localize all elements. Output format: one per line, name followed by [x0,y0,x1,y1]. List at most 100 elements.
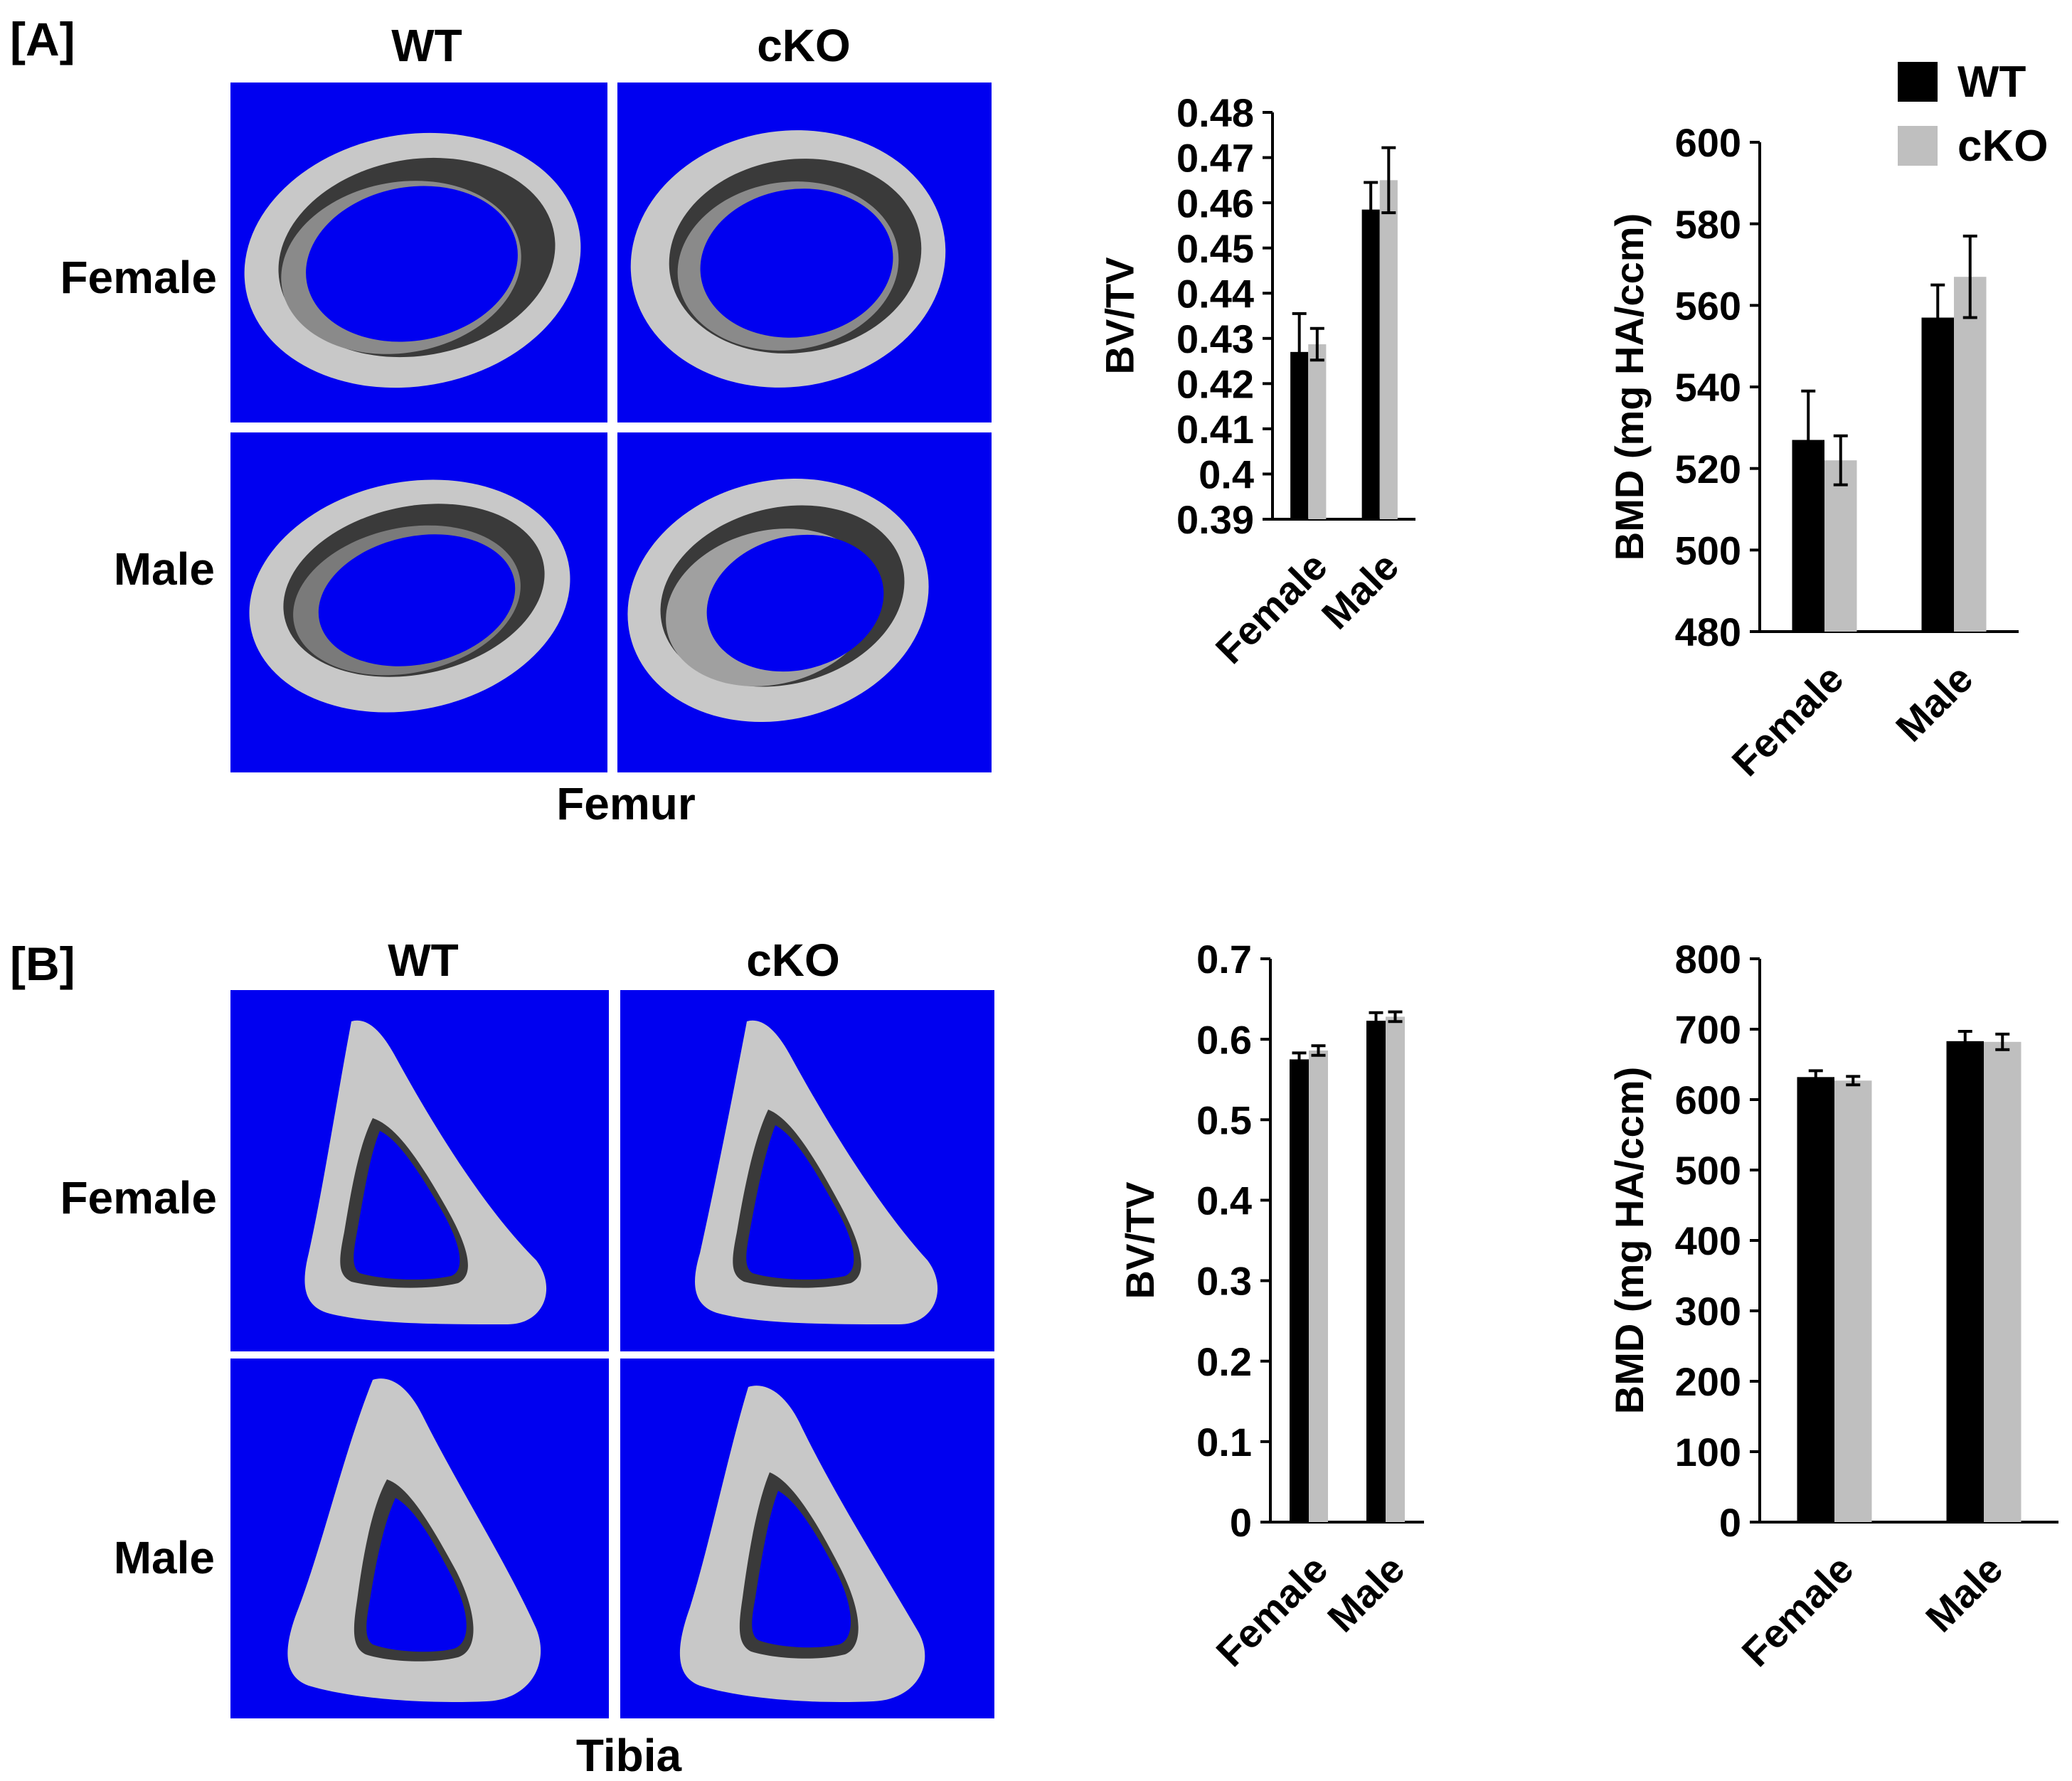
y-tick-label: 0.4 [1199,452,1254,497]
bar-cko-male [1984,1041,2021,1522]
y-tick-label: 0.2 [1196,1339,1252,1384]
tibia-wt-male-scan [230,1359,609,1718]
y-tick-label: 0.42 [1176,361,1254,406]
femur-cross-section-icon [617,432,992,772]
y-tick-label: 0.43 [1176,317,1254,361]
y-tick-label: 500 [1675,1148,1741,1193]
tibia-cko-female-scan [620,990,994,1351]
x-category-label: Male [1917,1546,2012,1641]
panel-a-col-wt: WT [391,20,462,71]
femur-wt-female-scan [230,83,607,422]
y-tick-label: 0.44 [1176,271,1254,316]
y-tick-label: 0.3 [1196,1259,1252,1304]
panel-b-bone-label: Tibia [575,1730,682,1781]
y-axis-title: BMD (mg HA/ccm) [1607,1067,1652,1414]
y-tick-label: 200 [1675,1359,1741,1404]
y-tick-label: 480 [1675,610,1741,654]
y-tick-label: 560 [1675,283,1741,328]
error-bar-cko-female [1846,1075,1861,1087]
error-bar-wt-male [1369,1011,1383,1031]
legend-swatch-cko [1898,126,1938,166]
y-tick-label: 0.5 [1196,1097,1252,1142]
legend-item-cko: cKO [1898,114,2048,178]
y-tick-label: 580 [1675,202,1741,247]
bar-wt-male [1361,209,1380,519]
error-bar-cko-female [1309,326,1324,362]
panel-b-col-wt: WT [388,935,459,986]
y-tick-label: 800 [1675,937,1741,982]
bar-cko-male [1379,180,1398,520]
y-tick-label: 400 [1675,1218,1741,1263]
y-tick-label: 700 [1675,1007,1741,1052]
bar-wt-female [1797,1077,1834,1522]
bar-wt-male [1921,317,1954,632]
y-axis-title: BMD (mg HA/ccm) [1607,213,1652,560]
femur-cross-section-icon [617,83,992,422]
error-bar-cko-female [1311,1044,1326,1057]
legend-swatch-wt [1898,62,1938,102]
femur-cross-section-icon [230,83,607,422]
error-bar-wt-female [1801,389,1816,491]
panel-b-row-male: Male [113,1532,215,1583]
y-tick-label: 0.48 [1176,90,1254,135]
y-tick-label: 600 [1675,1078,1741,1122]
bar-cko-female [1309,1050,1328,1522]
y-tick-label: 520 [1675,447,1741,491]
y-tick-label: 100 [1675,1430,1741,1474]
error-bar-cko-male [1388,1010,1403,1024]
tibia-cross-section-icon [230,1359,609,1718]
error-bar-wt-female [1808,1069,1823,1085]
tibia-cross-section-icon [230,990,609,1351]
y-axis-title: BV/TV [1098,257,1142,375]
legend: WT cKO [1898,50,2048,178]
panel-b-row-female: Female [60,1172,217,1223]
error-bar-wt-male [1930,283,1945,352]
y-tick-label: 0.46 [1176,181,1254,225]
y-tick-label: 0.47 [1176,136,1254,181]
y-tick-label: 500 [1675,528,1741,573]
tibia-cross-section-icon [620,990,994,1351]
y-tick-label: 0.45 [1176,226,1254,271]
tibia-wt-female-scan [230,990,609,1351]
panel-a-bone-label: Femur [556,778,696,829]
tibia-cko-male-scan [620,1359,994,1718]
bar-wt-male [1366,1021,1386,1522]
error-bar-cko-male [1962,234,1977,319]
legend-label-wt: WT [1957,57,2026,107]
bar-cko-female [1834,1080,1872,1522]
y-tick-label: 0.4 [1196,1179,1252,1223]
tibia-cross-section-icon [620,1359,994,1718]
femur-cross-section-icon [230,432,607,772]
legend-item-wt: WT [1898,50,2048,114]
panel-b-col-cko: cKO [746,935,840,986]
bar-wt-male [1946,1041,1984,1522]
error-bar-wt-female [1292,312,1307,392]
panel-a-row-male: Male [113,543,215,595]
y-axis-title: BV/TV [1117,1182,1162,1299]
error-bar-cko-female [1833,434,1848,487]
panel-a-col-cko: cKO [757,20,851,71]
error-bar-wt-male [1957,1029,1972,1053]
y-tick-label: 0.6 [1196,1017,1252,1062]
y-tick-label: 0 [1719,1500,1741,1545]
femur-wt-male-scan [230,432,607,772]
femur-cko-female-scan [617,83,992,422]
x-category-label: Female [1733,1546,1861,1675]
bar-cko-male [1386,1016,1405,1522]
y-tick-label: 540 [1675,365,1741,410]
error-bar-wt-male [1364,181,1378,238]
bar-cko-male [1954,277,1987,632]
error-bar-wt-female [1292,1051,1307,1068]
legend-label-cko: cKO [1957,121,2049,171]
bar-cko-female [1824,460,1857,632]
y-tick-label: 0 [1230,1500,1252,1545]
error-bar-cko-male [1995,1032,2010,1051]
bar-cko-female [1308,344,1327,519]
panel-a-row-female: Female [60,252,217,303]
panel-a-label: [A] [10,13,75,65]
femur-cko-male-scan [617,432,992,772]
